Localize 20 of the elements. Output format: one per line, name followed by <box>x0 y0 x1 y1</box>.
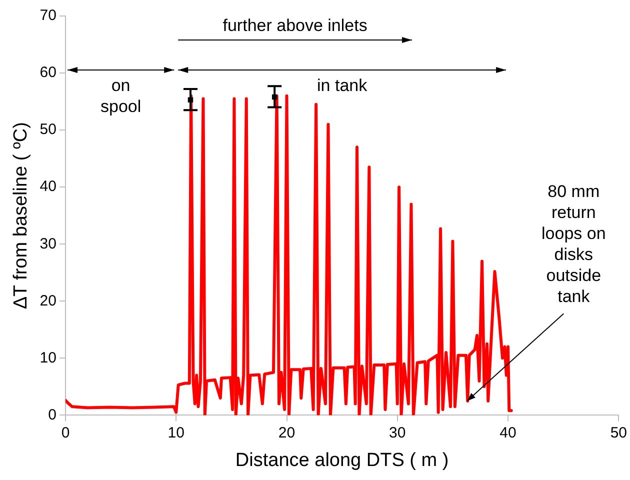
x-tick-label: 20 <box>278 424 296 442</box>
x-tick-label: 50 <box>610 424 627 442</box>
y-tick-label: 40 <box>40 178 56 196</box>
annotation: on spool <box>100 76 142 116</box>
x-tick-label: 10 <box>168 424 184 442</box>
y-tick-label: 70 <box>40 7 56 24</box>
y-tick-label: 60 <box>40 64 56 82</box>
y-axis-title: ΔT from baseline ( ºC) <box>10 122 32 310</box>
annotation: further above inlets <box>222 16 368 36</box>
y-tick-label: 50 <box>40 121 56 138</box>
y-tick-label: 0 <box>48 406 56 424</box>
y-tick-label: 20 <box>40 292 56 310</box>
x-tick-label: 0 <box>61 424 70 442</box>
annotation: 80 mm return loops on disks outside tank <box>542 182 606 306</box>
y-tick-label: 10 <box>40 349 56 366</box>
x-tick-label: 30 <box>389 424 406 442</box>
x-tick-label: 40 <box>500 424 516 442</box>
x-axis-title: Distance along DTS ( m ) <box>235 450 449 471</box>
y-tick-label: 30 <box>40 235 56 252</box>
annotation: in tank <box>317 76 368 96</box>
